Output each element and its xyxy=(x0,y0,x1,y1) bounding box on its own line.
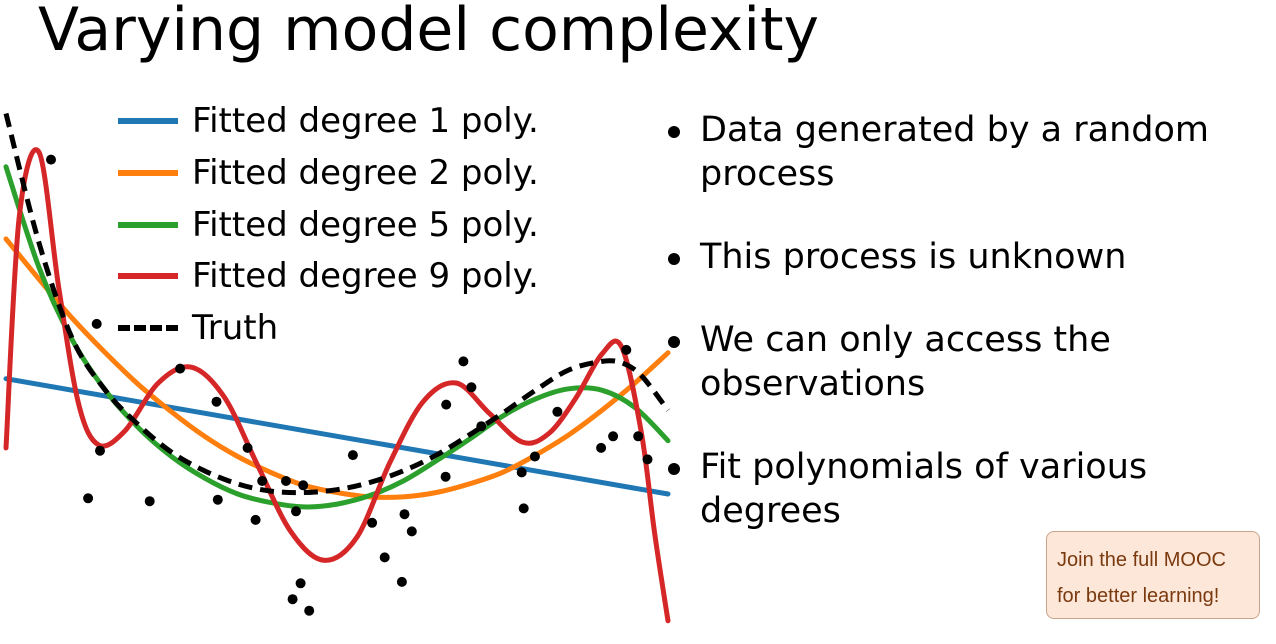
bullet-dot xyxy=(668,253,680,265)
bullet-dot xyxy=(668,336,680,348)
data-point xyxy=(250,514,261,525)
data-point xyxy=(347,450,358,461)
data-point xyxy=(46,154,56,165)
legend-item: Fitted degree 9 poly. xyxy=(118,256,539,296)
data-point xyxy=(211,396,222,407)
legend-item: Fitted degree 2 poly. xyxy=(118,153,539,193)
bullet-dot xyxy=(668,463,680,475)
data-point xyxy=(304,605,315,616)
data-point xyxy=(621,344,632,355)
series-line-4 xyxy=(3,112,670,496)
legend-swatch xyxy=(118,273,178,280)
data-point xyxy=(295,578,306,589)
data-point xyxy=(175,363,186,374)
data-point xyxy=(298,480,309,491)
data-point xyxy=(396,576,407,587)
data-point xyxy=(518,503,529,514)
data-points xyxy=(46,154,653,616)
data-point xyxy=(212,494,223,505)
legend-item: Truth xyxy=(118,308,278,348)
legend-item: Fitted degree 1 poly. xyxy=(118,101,539,141)
data-point xyxy=(281,476,291,486)
bullet-list: Data generated by a random process This … xyxy=(662,108,1262,572)
legend-swatch xyxy=(118,169,178,176)
bullet-text: This process is unknown xyxy=(700,237,1127,277)
data-point xyxy=(458,356,469,367)
data-point xyxy=(596,442,607,453)
series-lines xyxy=(3,112,671,624)
data-point xyxy=(406,526,417,537)
series-line-1 xyxy=(3,236,671,500)
bullet-item: We can only access the observations xyxy=(662,318,1262,406)
data-point xyxy=(287,594,298,605)
data-point xyxy=(291,506,301,517)
legend-label: Fitted degree 5 poly. xyxy=(192,204,539,245)
data-point xyxy=(466,382,477,393)
data-point xyxy=(91,318,102,329)
bullet-item: This process is unknown xyxy=(662,235,1262,279)
mooc-promo-badge[interactable]: Join the full MOOC for better learning! xyxy=(1046,531,1260,619)
data-point xyxy=(257,476,268,486)
legend-label: Fitted degree 9 poly. xyxy=(192,256,539,297)
data-point xyxy=(529,451,540,462)
legend-item: Fitted degree 5 poly. xyxy=(118,205,539,245)
series-line-0 xyxy=(3,376,671,497)
legend-label: Fitted degree 1 poly. xyxy=(192,101,539,141)
data-point xyxy=(95,445,105,456)
bullet-item: Data generated by a random process xyxy=(662,108,1262,196)
data-point xyxy=(476,421,487,432)
data-point xyxy=(242,442,253,453)
bullet-item: Fit polynomials of various degrees xyxy=(662,445,1262,533)
legend-swatch xyxy=(118,118,178,124)
data-point xyxy=(399,509,410,520)
bullet-text: Data generated by a random process xyxy=(700,110,1209,194)
legend-label: Fitted degree 2 poly. xyxy=(192,152,539,193)
legend-label: Truth xyxy=(192,308,279,349)
data-point xyxy=(441,399,452,410)
bullet-text: We can only access the observations xyxy=(700,320,1111,404)
bullet-text: Fit polynomials of various degrees xyxy=(700,447,1148,531)
slide-title: Varying model complexity xyxy=(38,0,820,65)
bullet-dot xyxy=(668,126,680,138)
legend-swatch xyxy=(118,325,178,332)
data-point xyxy=(367,517,378,528)
data-point xyxy=(642,454,653,465)
data-point xyxy=(440,471,451,482)
data-point xyxy=(608,431,619,442)
data-point xyxy=(633,431,644,442)
data-point xyxy=(83,493,94,504)
data-point xyxy=(516,467,527,478)
data-point xyxy=(144,496,155,507)
data-point xyxy=(379,552,390,563)
legend-swatch xyxy=(118,221,178,228)
data-point xyxy=(552,406,563,417)
